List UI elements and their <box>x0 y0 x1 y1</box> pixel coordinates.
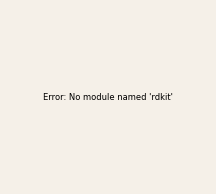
Text: Error: No module named 'rdkit': Error: No module named 'rdkit' <box>43 93 173 101</box>
